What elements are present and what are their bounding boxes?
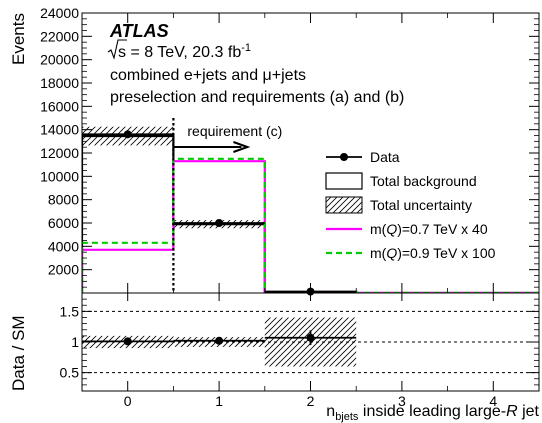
signal-09-step-line [82,157,539,293]
lumi-text: = 8 TeV, 20.3 fb [126,44,241,61]
ratio-y-tick-label: 1 [71,334,79,350]
ratio-point [123,337,132,346]
legend: Data Total background Total uncertainty … [325,149,496,261]
ratio-y-tick-label: 1.5 [60,303,80,319]
atlas-label: ATLAS [109,21,169,41]
cut-arrow-head [233,141,251,153]
legend-entry-uncertainty: Total uncertainty [325,196,472,214]
x-axis-title-sub: bjets [335,411,359,423]
x-tick-label: 0 [124,393,132,409]
x-tick-label: 2 [307,393,315,409]
x-tick-label: 3 [398,393,406,409]
x-tick-label: 4 [489,393,497,409]
legend-entry-data: Data [326,149,400,165]
main-y-tick-label: 8000 [48,192,79,208]
y-axis-title-main: Events [9,13,28,65]
sqrt-icon [107,39,127,60]
x-tick-label: 1 [215,393,223,409]
y-axis-title-ratio: Data / SM [9,315,28,391]
data-point [123,130,132,139]
legend-entry-background: Total background [325,172,477,190]
legend-label-data: Data [370,149,400,165]
main-y-tick-label: 14000 [40,122,79,138]
energy-lumi-label: s = 8 TeV, 20.3 fb-1 [107,39,251,61]
legend-entry-signal-09: m(Q)=0.9 TeV x 100 [326,245,496,261]
legend-label-signal-07: m(Q)=0.7 TeV x 40 [370,221,488,237]
ratio-points [82,330,357,346]
main-y-tick-label: 22000 [40,28,79,44]
background-step-line [82,134,539,293]
legend-label-signal-09: m(Q)=0.9 TeV x 100 [370,245,496,261]
main-y-tick-label: 12000 [40,145,79,161]
sqrt-s-label: s [118,44,126,61]
channel-label: combined e+jets and μ+jets [110,67,306,84]
legend-data-marker [340,153,348,161]
x-axis-title-main: n [326,403,335,420]
x-axis-title-end: jet [518,403,540,420]
main-y-tick-label: 4000 [48,238,79,254]
legend-label-uncertainty: Total uncertainty [370,197,472,213]
lumi-exponent: -1 [241,42,251,54]
requirement-annotation: requirement (c) [187,123,282,139]
main-y-tick-label: 16000 [40,98,79,114]
main-y-tick-label: 20000 [40,52,79,68]
main-y-tick-label: 10000 [40,168,79,184]
x-axis-title-italic: R [506,403,518,420]
ratio-point [215,336,224,345]
requirement-cut: requirement (c) [172,118,282,293]
main-uncertainty-band [82,126,357,293]
main-y-tick-label: 6000 [48,215,79,231]
ratio-y-tick-label: 0.5 [60,365,80,381]
main-y-tick-label: 2000 [48,262,79,278]
total-background-histogram [82,134,539,293]
data-points [82,130,357,296]
x-axis-title: nbjets inside leading large-R jet [326,403,539,423]
x-axis-title-mid: inside leading large- [358,403,506,420]
legend-label-background: Total background [370,173,477,189]
selection-label: preselection and requirements (a) and (b… [110,89,404,106]
legend-entry-signal-07: m(Q)=0.7 TeV x 40 [326,221,488,237]
legend-uncertainty-swatch [325,196,363,214]
ratio-point [306,333,315,342]
svg-text:s = 8 TeV, 20.3 fb-1: s = 8 TeV, 20.3 fb-1 [118,42,251,61]
main-y-tick-label: 18000 [40,75,79,91]
axes: 2000 4000 6000 8000 10000 12000 14000 16000 1800… [40,5,540,409]
signal-histograms [82,157,539,293]
main-y-tick-label: 24000 [40,5,79,21]
data-point [215,219,224,227]
legend-background-swatch [325,172,363,190]
